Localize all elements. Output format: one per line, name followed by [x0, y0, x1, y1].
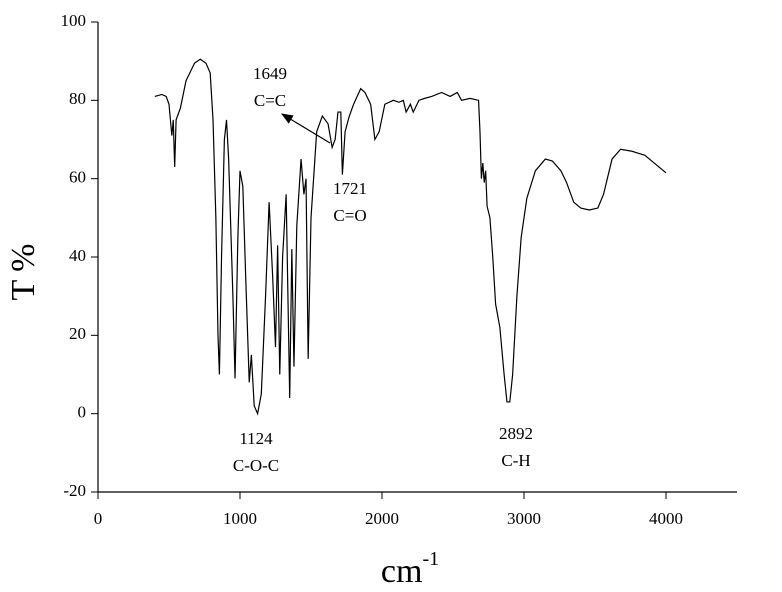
x-tick-label: 4000: [649, 509, 683, 528]
annotation-group: C=C: [254, 91, 286, 110]
spectrum-line: [154, 58, 667, 416]
x-axis-label-base: cm: [381, 553, 423, 590]
annotation-number: 1124: [239, 429, 273, 448]
annotation-arrow: [280, 113, 331, 144]
y-tick-label: 20: [69, 324, 86, 343]
y-tick-label: 80: [69, 89, 86, 108]
x-tick-label: 2000: [365, 509, 399, 528]
x-tick-label: 1000: [223, 509, 257, 528]
y-tick-label: -20: [63, 481, 86, 500]
x-axis-label: cm-1: [381, 548, 439, 590]
annotation-group: C=O: [333, 206, 366, 225]
y-axis-label: T %: [5, 244, 42, 301]
annotation-number: 2892: [499, 424, 533, 443]
y-tick-label: 0: [78, 403, 87, 422]
annotation-group: C-O-C: [233, 456, 279, 475]
x-tick-label: 0: [94, 509, 103, 528]
y-tick-label: 60: [69, 168, 86, 187]
annotation-number: 1649: [253, 64, 287, 83]
y-tick-label: 40: [69, 246, 86, 265]
x-axis-label-sup: -1: [422, 548, 439, 570]
annotation-number: 1721: [333, 179, 367, 198]
x-tick-label: 3000: [507, 509, 541, 528]
annotation-group: C-H: [501, 451, 530, 470]
y-tick-label: 100: [61, 11, 87, 30]
